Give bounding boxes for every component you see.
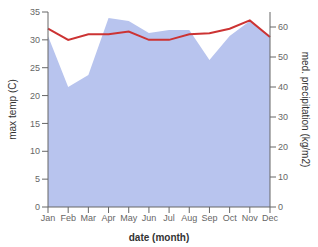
svg-text:60: 60	[278, 22, 288, 32]
svg-text:Feb: Feb	[60, 213, 76, 223]
svg-text:Jan: Jan	[41, 213, 56, 223]
svg-text:max temp (C): max temp (C)	[8, 79, 18, 140]
svg-text:35: 35	[30, 7, 40, 17]
svg-text:Aug: Aug	[181, 213, 197, 223]
svg-text:Jun: Jun	[142, 213, 157, 223]
svg-text:Mar: Mar	[81, 213, 97, 223]
svg-text:Sep: Sep	[201, 213, 217, 223]
svg-text:40: 40	[278, 82, 288, 92]
svg-text:Nov: Nov	[242, 213, 259, 223]
svg-text:10: 10	[278, 172, 288, 182]
svg-text:Jul: Jul	[163, 213, 175, 223]
svg-text:15: 15	[30, 119, 40, 129]
svg-text:5: 5	[35, 174, 40, 184]
svg-text:May: May	[120, 213, 138, 223]
svg-text:20: 20	[30, 91, 40, 101]
svg-text:Apr: Apr	[102, 213, 116, 223]
svg-text:0: 0	[35, 202, 40, 212]
svg-text:0: 0	[278, 202, 283, 212]
svg-text:25: 25	[30, 63, 40, 73]
svg-text:20: 20	[278, 142, 288, 152]
svg-text:Oct: Oct	[223, 213, 238, 223]
svg-text:30: 30	[278, 112, 288, 122]
svg-text:med. precipitation (kg/m2): med. precipitation (kg/m2)	[300, 52, 310, 168]
svg-text:10: 10	[30, 146, 40, 156]
svg-text:50: 50	[278, 52, 288, 62]
svg-text:Dec: Dec	[262, 213, 279, 223]
svg-text:date (month): date (month)	[129, 232, 190, 243]
svg-text:30: 30	[30, 35, 40, 45]
